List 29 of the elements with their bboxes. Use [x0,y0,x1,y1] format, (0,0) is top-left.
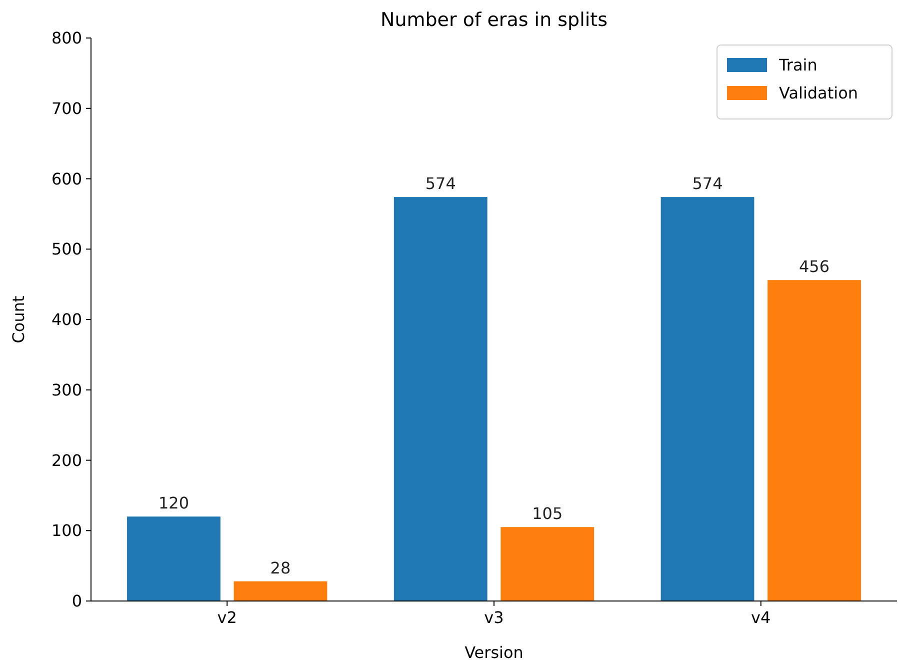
y-tick-label: 200 [51,450,82,470]
y-tick-label: 100 [51,521,82,540]
bar [660,197,754,601]
x-axis-title: Version [464,643,524,662]
y-tick-label: 0 [72,592,82,611]
data-label: 120 [158,494,190,513]
bar [394,197,488,601]
bar [234,581,328,601]
x-tick-label: v3 [484,608,504,627]
data-label: 105 [532,504,563,524]
data-label: 28 [270,558,291,578]
legend-label: Train [778,56,818,75]
bar [500,527,594,601]
x-tick-label: v4 [751,608,771,627]
bar [768,280,861,601]
x-tick-label: v2 [217,608,237,627]
y-tick-label: 800 [51,28,82,48]
chart-title: Number of eras in splits [380,9,608,31]
y-tick-label: 500 [51,240,82,259]
legend-label: Validation [779,84,858,103]
y-tick-label: 600 [51,169,82,188]
data-label: 574 [425,174,456,194]
data-label: 456 [798,257,830,276]
bar [127,516,220,601]
y-axis-title: Count [9,296,28,344]
y-tick-label: 700 [51,98,82,118]
y-tick-label: 300 [51,380,82,400]
data-label: 574 [692,174,723,194]
y-tick-label: 400 [51,310,82,330]
